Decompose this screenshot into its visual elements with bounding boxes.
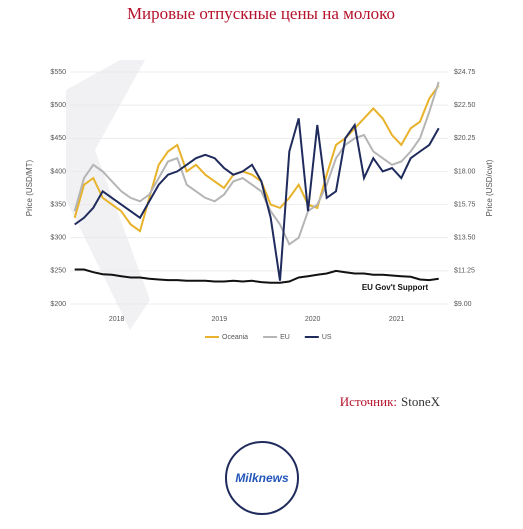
y2-tick-label: $15.75 [454,201,476,208]
x-tick-label: 2021 [389,316,405,323]
y-tick-label: $250 [50,268,66,275]
y2-tick-label: $20.25 [454,135,476,142]
series-line [73,84,440,233]
source-name: StoneX [401,394,441,409]
source-label: Источник: [340,394,397,409]
x-tick-label: 2020 [305,316,321,323]
logo: Milknews [235,471,289,485]
y-tick-label: $200 [50,301,66,308]
y2-tick-label: $11.25 [454,268,475,275]
y-tick-label: $500 [50,102,66,109]
page-title: Мировые отпускные цены на молоко [127,4,395,23]
legend-label: US [322,334,332,341]
annotation: EU Gov't Support [362,283,429,292]
legend-label: EU [280,334,290,341]
y-tick-label: $400 [50,168,66,175]
y-axis-label: Price (USD/MT) [25,159,34,216]
series-line [73,81,440,246]
y2-axis-label: Price (USD/cwt) [485,159,494,216]
series-line [74,268,439,284]
y2-tick-label: $24.75 [454,69,476,76]
y2-tick-label: $22.50 [454,102,476,109]
y-tick-label: $350 [50,201,66,208]
y2-tick-label: $13.50 [454,235,476,242]
y2-tick-label: $18.00 [454,168,476,175]
legend-label: Oceania [222,334,248,341]
y-tick-label: $300 [50,235,66,242]
logo-circle [225,441,299,515]
x-tick-label: 2019 [212,316,228,323]
series-line [74,118,440,281]
y-tick-label: $550 [50,69,66,76]
x-tick-label: 2018 [109,316,125,323]
y-tick-label: $450 [50,135,66,142]
y2-tick-label: $9.00 [454,301,472,308]
